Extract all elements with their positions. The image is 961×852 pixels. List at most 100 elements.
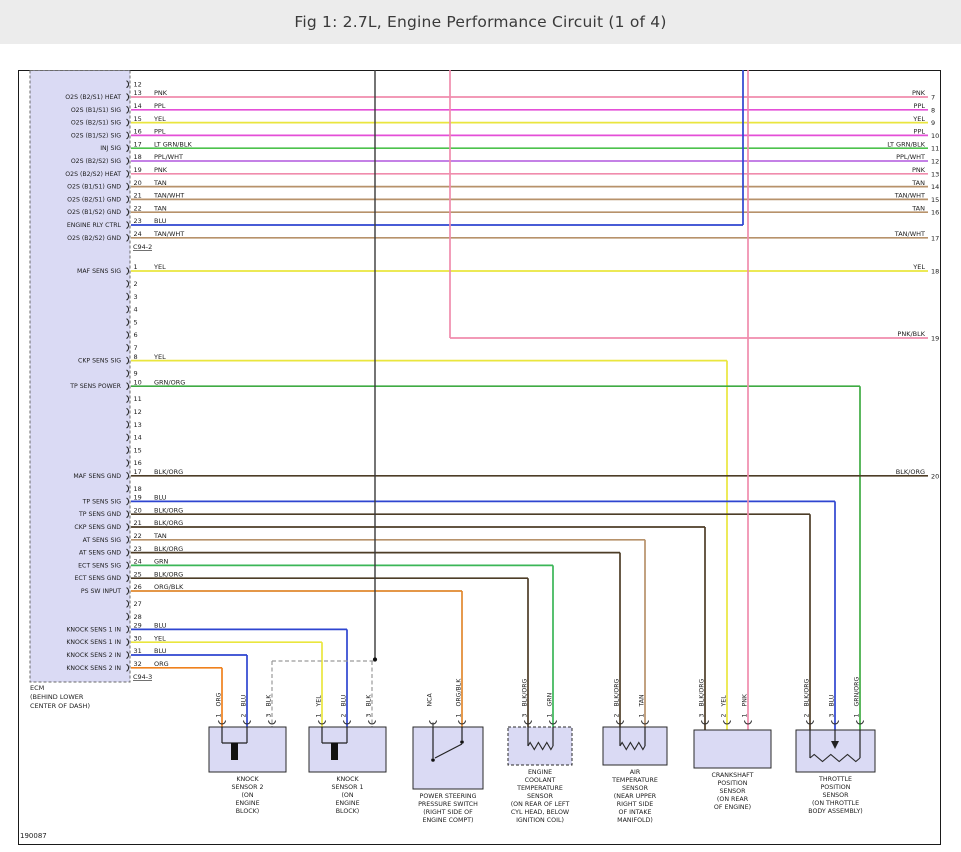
resistor-symbol <box>809 753 861 763</box>
ecm-pin-bracket <box>126 343 130 352</box>
component-pin-number: 3 <box>829 714 836 718</box>
pin-number: 12 <box>134 80 142 88</box>
wire-color-label: BLK/ORG <box>154 506 183 514</box>
component-name: POSITION <box>718 780 748 787</box>
component-pin-label: BLK/ORG <box>804 678 811 706</box>
component-name: AIR <box>630 769 641 776</box>
ecm-pin-bracket <box>126 144 130 153</box>
component-pin-number: 2 <box>804 714 811 718</box>
wire-color-label: ORG/BLK <box>154 583 184 591</box>
component-pin-number: 1 <box>216 714 223 718</box>
wire-color-label: BLU <box>154 217 167 225</box>
component-pin-number: 1 <box>456 714 463 718</box>
wire-color-label-right: PNK <box>912 166 926 174</box>
signal-label: TP SENS POWER <box>69 383 121 390</box>
wire-color-label: TAN <box>153 532 167 540</box>
ecm-pin-bracket <box>126 561 130 570</box>
pin-number: 23 <box>134 217 142 225</box>
ecm-pin-bracket <box>126 267 130 275</box>
pin-number: 2 <box>134 280 138 288</box>
wire-color-label-right: YEL <box>912 263 925 271</box>
component-pin-label: BLU <box>341 695 348 707</box>
pin-number: 7 <box>134 344 138 352</box>
ecm-pin-bracket <box>126 510 130 519</box>
component-pin-number: 3 <box>699 714 706 718</box>
ecm-label-line1: ECM <box>30 684 44 692</box>
pin-number: 13 <box>134 89 142 97</box>
component-pin-label: GRN/ORG <box>854 677 861 707</box>
wire-color-label-right: TAN/WHT <box>894 192 925 200</box>
component-name: (ON THROTTLE <box>812 800 859 807</box>
component-name: CYL HEAD, BELOW <box>511 809 570 816</box>
connector-bracket <box>524 720 532 725</box>
wire-color-label: BLK/ORG <box>154 545 183 553</box>
component-pin-number: 1 <box>742 714 749 718</box>
wire-color-label: LT GRN/BLK <box>154 140 192 148</box>
ecm-pin-bracket <box>126 105 130 114</box>
ecm-pin-bracket <box>126 625 130 634</box>
component-pin-label: BLK/ORG <box>522 678 529 706</box>
pin-number-right: 16 <box>931 209 939 217</box>
component-name: OF ENGINE) <box>714 804 751 811</box>
component-name: SENSOR <box>822 792 849 799</box>
signal-label: O2S (B2/S1) SIG <box>71 120 121 127</box>
signal-label: KNOCK SENS 2 IN <box>66 652 121 659</box>
pin-number-right: 7 <box>931 94 935 102</box>
wire-color-label: YEL <box>153 115 166 123</box>
connector-bracket <box>268 720 276 725</box>
component-pin-label: GRN <box>547 692 554 706</box>
ecm-pin-bracket <box>126 169 130 178</box>
connector-bracket <box>549 720 557 725</box>
pin-number-right: 14 <box>931 183 939 191</box>
wire-color-label: PNK <box>154 166 168 174</box>
pin-number: 19 <box>134 494 142 502</box>
ecm-pin-bracket <box>126 182 130 191</box>
wire-color-label-right: TAN <box>911 179 925 187</box>
junction-dot <box>460 740 464 744</box>
component-name: POWER STEERING <box>420 793 477 800</box>
signal-label: O2S (B1/S2) GND <box>67 209 121 216</box>
ecm-pin-bracket <box>126 131 130 140</box>
component-pin-number: 3 <box>522 714 529 718</box>
component-name: ENGINE COMPT) <box>422 817 473 824</box>
ecm-connector-block <box>29 70 131 683</box>
wire-color-label: BLU <box>154 622 167 630</box>
connector-name: C94-3 <box>133 673 152 681</box>
ecm-pin-bracket <box>126 80 130 89</box>
pin-number: 12 <box>134 408 142 416</box>
wire-color-label: BLK/ORG <box>154 468 183 476</box>
ecm-pin-bracket <box>126 663 130 672</box>
resistor-symbol <box>619 741 646 751</box>
component-pin-number: 2 <box>721 714 728 718</box>
signal-label: PS SW INPUT <box>81 588 121 595</box>
component-name: CRANKSHAFT <box>711 772 753 779</box>
component-name: IGNITION COIL) <box>516 817 564 824</box>
signal-label: ECT SENS SIG <box>78 562 121 569</box>
ecm-pin-bracket <box>126 305 130 314</box>
pin-number: 14 <box>134 434 142 442</box>
pin-number: 3 <box>134 293 138 301</box>
ecm-pin-bracket <box>126 369 130 378</box>
ecm-pin-bracket <box>126 599 130 608</box>
ecm-pin-bracket <box>126 208 130 217</box>
signal-label: TP SENS GND <box>78 511 121 518</box>
signal-label: ENGINE RLY CTRL <box>67 222 122 229</box>
wire-color-label: BLK/ORG <box>154 519 183 527</box>
pin-number-right: 9 <box>931 119 935 127</box>
wire-color-label: BLU <box>154 647 167 655</box>
pin-number: 16 <box>134 128 142 136</box>
pin-number: 28 <box>134 613 142 621</box>
component-name: BLOCK) <box>236 808 260 815</box>
pin-number: 8 <box>134 353 138 361</box>
connector-bracket <box>343 720 351 725</box>
junction-dot <box>372 657 378 662</box>
pin-number: 25 <box>134 570 142 578</box>
ecm-pin-bracket <box>126 497 130 506</box>
connector-bracket <box>368 720 376 725</box>
wire-color-label: YEL <box>153 353 166 361</box>
signal-label: O2S (B2/S2) GND <box>67 235 121 242</box>
component-name: SENSOR <box>527 793 554 800</box>
wire-color-label: PPL <box>154 102 166 110</box>
component-box <box>602 726 668 766</box>
